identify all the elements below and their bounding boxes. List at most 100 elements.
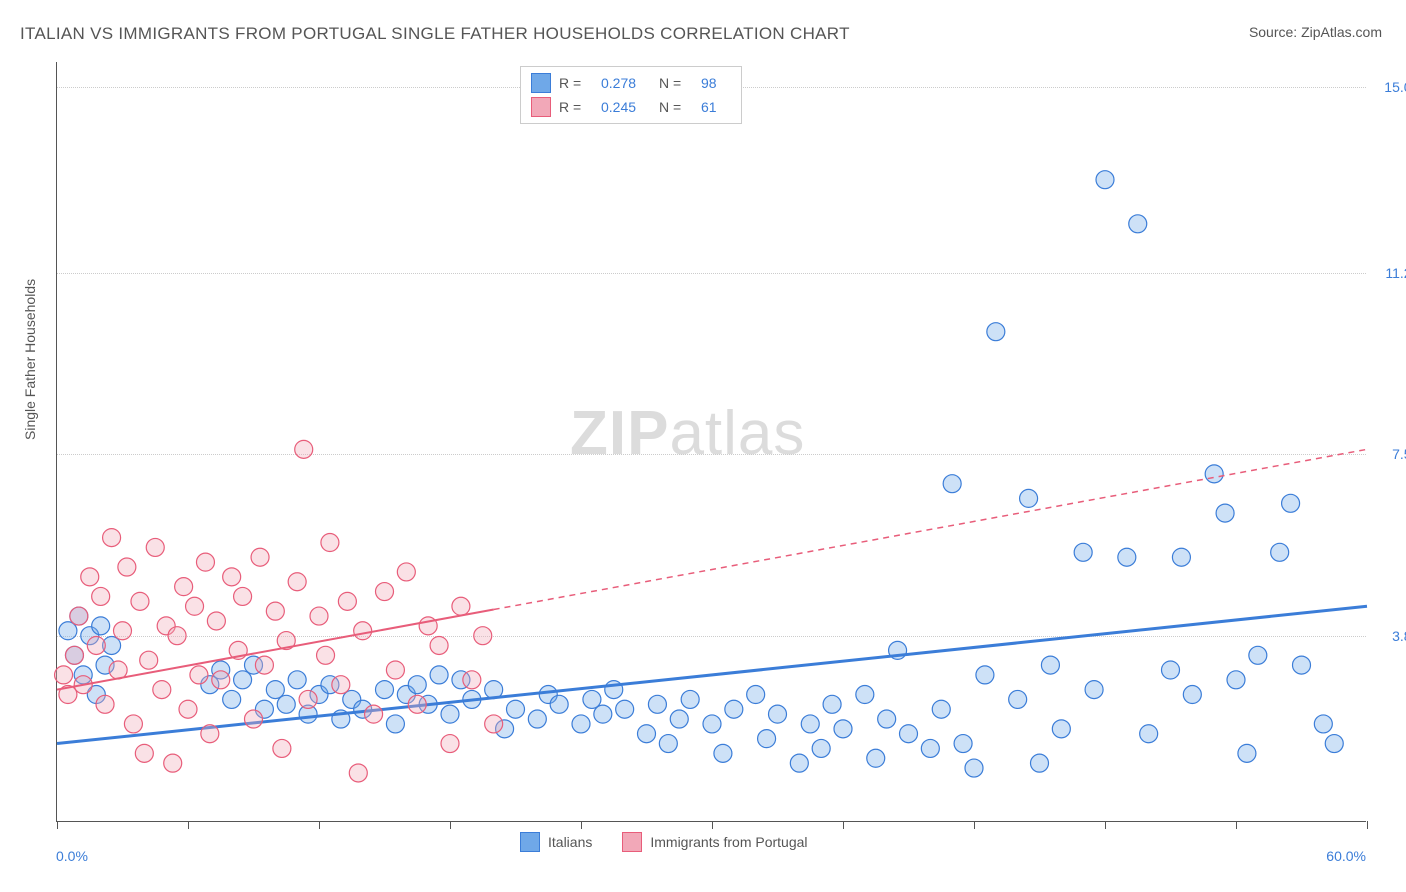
- data-point: [1216, 504, 1234, 522]
- x-tick: [712, 821, 713, 829]
- data-point: [207, 612, 225, 630]
- data-point: [616, 700, 634, 718]
- data-point: [1129, 215, 1147, 233]
- data-point: [921, 739, 939, 757]
- data-point: [70, 607, 88, 625]
- data-point: [114, 622, 132, 640]
- data-point: [878, 710, 896, 728]
- data-point: [179, 700, 197, 718]
- legend-n-label: N =: [659, 71, 693, 95]
- data-point: [153, 681, 171, 699]
- data-point: [1140, 725, 1158, 743]
- data-point: [758, 730, 776, 748]
- x-tick: [581, 821, 582, 829]
- data-point: [376, 681, 394, 699]
- data-point: [175, 578, 193, 596]
- data-point: [273, 739, 291, 757]
- chart-plot-area: 3.8%7.5%11.2%15.0%: [56, 62, 1366, 822]
- data-point: [317, 646, 335, 664]
- data-point: [408, 695, 426, 713]
- x-tick: [1367, 821, 1368, 829]
- data-point: [168, 627, 186, 645]
- data-point: [234, 587, 252, 605]
- data-point: [338, 592, 356, 610]
- legend-n-value: 61: [701, 95, 731, 119]
- data-point: [550, 695, 568, 713]
- legend-swatch: [531, 73, 551, 93]
- data-point: [251, 548, 269, 566]
- data-point: [703, 715, 721, 733]
- legend-stats-row: R =0.278N =98: [531, 71, 731, 95]
- data-point: [397, 563, 415, 581]
- source-attribution: Source: ZipAtlas.com: [1249, 24, 1382, 40]
- data-point: [212, 671, 230, 689]
- data-point: [92, 587, 110, 605]
- data-point: [485, 715, 503, 733]
- x-tick: [1236, 821, 1237, 829]
- trend-line-dashed: [494, 449, 1367, 609]
- x-tick: [57, 821, 58, 829]
- legend-swatch: [531, 97, 551, 117]
- legend-series-item: Immigrants from Portugal: [622, 832, 807, 852]
- data-point: [681, 690, 699, 708]
- data-point: [131, 592, 149, 610]
- data-point: [452, 597, 470, 615]
- y-tick-label: 11.2%: [1385, 265, 1406, 281]
- data-point: [118, 558, 136, 576]
- legend-series-label: Italians: [548, 834, 592, 850]
- data-point: [769, 705, 787, 723]
- data-point: [201, 725, 219, 743]
- legend-r-value: 0.278: [601, 71, 651, 95]
- data-point: [103, 529, 121, 547]
- data-point: [140, 651, 158, 669]
- legend-n-label: N =: [659, 95, 693, 119]
- data-point: [186, 597, 204, 615]
- data-point: [430, 666, 448, 684]
- data-point: [528, 710, 546, 728]
- scatter-svg: [57, 62, 1366, 821]
- legend-series-label: Immigrants from Portugal: [650, 834, 807, 850]
- legend-swatch: [520, 832, 540, 852]
- data-point: [1183, 686, 1201, 704]
- data-point: [196, 553, 214, 571]
- data-point: [146, 538, 164, 556]
- data-point: [332, 676, 350, 694]
- data-point: [376, 583, 394, 601]
- data-point: [1325, 735, 1343, 753]
- data-point: [463, 671, 481, 689]
- data-point: [900, 725, 918, 743]
- data-point: [1314, 715, 1332, 733]
- data-point: [790, 754, 808, 772]
- data-point: [87, 636, 105, 654]
- data-point: [1162, 661, 1180, 679]
- data-point: [441, 705, 459, 723]
- x-tick: [1105, 821, 1106, 829]
- data-point: [801, 715, 819, 733]
- data-point: [1238, 744, 1256, 762]
- data-point: [1227, 671, 1245, 689]
- legend-r-label: R =: [559, 95, 593, 119]
- data-point: [55, 666, 73, 684]
- data-point: [1205, 465, 1223, 483]
- data-point: [81, 568, 99, 586]
- data-point: [659, 735, 677, 753]
- x-tick: [188, 821, 189, 829]
- data-point: [441, 735, 459, 753]
- y-tick-label: 15.0%: [1384, 79, 1406, 95]
- data-point: [321, 534, 339, 552]
- data-point: [714, 744, 732, 762]
- data-point: [867, 749, 885, 767]
- x-tick: [974, 821, 975, 829]
- x-axis-min-label: 0.0%: [56, 848, 88, 864]
- data-point: [277, 695, 295, 713]
- data-point: [255, 656, 273, 674]
- data-point: [638, 725, 656, 743]
- data-point: [507, 700, 525, 718]
- data-point: [1009, 690, 1027, 708]
- data-point: [1172, 548, 1190, 566]
- data-point: [1096, 171, 1114, 189]
- data-point: [1041, 656, 1059, 674]
- data-point: [266, 602, 284, 620]
- data-point: [474, 627, 492, 645]
- legend-r-label: R =: [559, 71, 593, 95]
